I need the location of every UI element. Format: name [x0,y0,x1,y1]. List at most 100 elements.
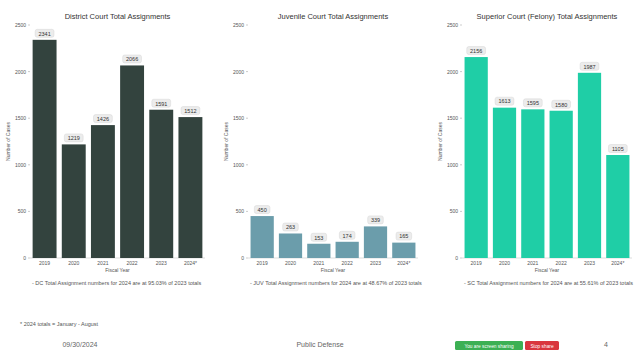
y-tick [28,164,30,165]
data-label: 153 [314,235,323,241]
data-label-bg [552,100,571,108]
y-tick [460,211,462,212]
y-tick-label: 0 [241,255,244,261]
y-tick-label: 1500 [15,115,26,121]
data-label-bg [580,62,599,70]
y-tick [246,164,248,165]
page-number: 4 [604,341,608,348]
data-label-bg [339,231,355,239]
data-label: 1595 [527,100,539,106]
chart: District Court Total Assignments 0 500 1000… [5,12,205,286]
data-label: 2156 [470,48,482,54]
data-label: 1591 [155,101,167,107]
y-tick [460,258,462,259]
data-label: 450 [258,207,267,213]
y-tick [246,118,248,119]
bar [251,216,274,258]
x-tick-label: 2020 [285,260,296,266]
y-tick-label: 1500 [233,115,244,121]
bar [521,109,544,258]
bar [279,233,302,258]
data-label-bg [608,145,627,153]
data-label-bg [396,232,412,240]
y-tick [246,25,248,26]
x-tick-label: 2023 [370,260,381,266]
y-tick-label: 0 [23,255,26,261]
data-label-bg [311,233,327,241]
footnote: * 2024 totals = January - August [20,321,99,327]
y-tick [28,211,30,212]
y-tick-label: 1500 [447,115,458,121]
data-label-bg [94,115,113,123]
y-tick-label: 2500 [447,22,458,28]
bar [364,226,387,258]
bar [33,40,57,258]
bar [91,125,115,258]
footer-date: 09/30/2024 [62,341,97,348]
y-tick [28,258,30,259]
x-axis-label: Fiscal Year [535,267,560,273]
bar [336,242,359,258]
y-tick-label: 2500 [15,22,26,28]
chart-title: District Court Total Assignments [65,12,171,21]
x-tick-label: 2019 [257,260,268,266]
annotation: - SC Total Assignment numbers for 2024 a… [464,280,633,286]
data-label: 1580 [555,102,567,108]
x-tick-label: 2019 [39,260,50,266]
x-tick-label: 2022 [556,260,567,266]
x-tick-label: 2020 [68,260,79,266]
y-tick-label: 2000 [15,69,26,75]
y-tick-label: 500 [18,208,27,214]
stop-share-button[interactable] [525,341,559,350]
chart: Juvenile Court Total Assignments 0 500 1000… [223,12,422,286]
chart: Superior Court (Felony) Total Assignment… [437,12,633,286]
data-label: 174 [343,233,352,239]
y-tick-label: 0 [455,255,458,261]
x-tick-label: 2021 [97,260,108,266]
y-tick-label: 1000 [233,162,244,168]
data-label: 1105 [612,146,624,152]
bar [493,108,516,258]
x-tick-label: 2023 [584,260,595,266]
data-label: 263 [286,224,295,230]
share-bar [455,341,523,350]
y-axis-label: Number of Cases [223,122,229,161]
y-tick-label: 500 [236,208,245,214]
data-label: 165 [399,233,408,239]
data-label: 1426 [97,116,109,122]
x-axis-label: Fiscal Year [105,267,130,273]
stop-share-label: Stop share [530,344,554,349]
bar [578,73,601,258]
y-tick [460,71,462,72]
x-tick-label: 2020 [499,260,510,266]
y-tick-label: 500 [450,208,459,214]
chart-title: Juvenile Court Total Assignments [278,12,389,21]
data-label: 1219 [68,135,80,141]
data-label-bg [523,99,542,107]
data-label-bg [283,223,299,231]
page: District Court Total Assignments 0 500 1000… [0,0,640,360]
data-label-bg [254,206,270,214]
x-axis-label: Fiscal Year [321,267,346,273]
x-tick-label: 2022 [342,260,353,266]
data-label-bg [181,107,200,115]
y-tick [246,258,248,259]
y-tick-label: 1000 [15,162,26,168]
bar [307,244,330,258]
data-label: 2341 [38,31,50,37]
bars [251,216,416,258]
data-label-bg [64,134,83,142]
x-tick-label: 2023 [156,260,167,266]
data-label: 2066 [126,56,138,62]
y-axis-label: Number of Cases [437,122,443,161]
y-tick [460,164,462,165]
data-label-bg [152,99,171,107]
y-tick-label: 1000 [447,162,458,168]
data-label-bg [123,55,142,63]
y-tick-label: 2000 [233,69,244,75]
bar [606,155,629,258]
bar [62,144,86,258]
y-tick [460,118,462,119]
y-tick [28,25,30,26]
annotation: - JUV Total Assignment numbers for 2024 … [250,280,422,286]
